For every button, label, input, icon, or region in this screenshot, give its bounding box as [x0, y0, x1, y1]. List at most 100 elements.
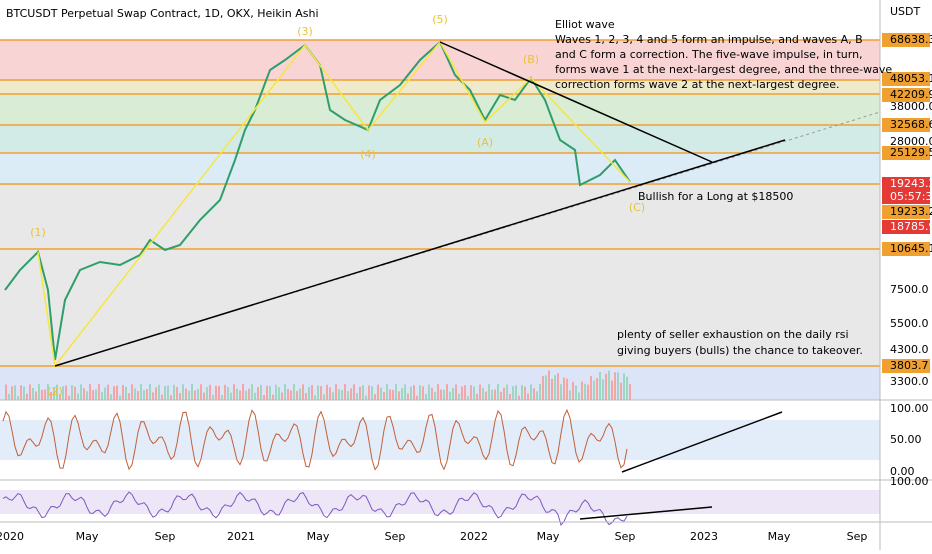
- price-label: 7500.0: [890, 283, 929, 296]
- band: [0, 94, 880, 125]
- volume-bar: [128, 393, 130, 400]
- volume-bar: [257, 387, 259, 400]
- price-label: 05:57:30: [890, 190, 932, 203]
- volume-bar: [161, 394, 163, 400]
- volume-bar: [200, 384, 202, 400]
- volume-bar: [566, 378, 568, 400]
- volume-bar: [29, 384, 31, 400]
- volume-bar: [206, 387, 208, 400]
- osc-label: 0.00: [890, 465, 915, 478]
- price-label: 19233.2: [890, 205, 932, 218]
- volume-bar: [542, 376, 544, 400]
- volume-bar: [539, 384, 541, 400]
- wave-label: (A): [477, 136, 493, 149]
- time-label: May: [537, 530, 560, 543]
- volume-bar: [62, 386, 64, 400]
- volume-bar: [140, 384, 142, 400]
- volume-bar: [164, 385, 166, 400]
- volume-bar: [446, 384, 448, 400]
- volume-bar: [209, 384, 211, 400]
- volume-bar: [263, 395, 265, 400]
- volume-bar: [305, 393, 307, 400]
- volume-bar: [287, 388, 289, 400]
- price-label: 32568.6: [890, 118, 932, 131]
- volume-bar: [470, 385, 472, 400]
- volume-bar: [380, 387, 382, 400]
- volume-bar: [329, 387, 331, 400]
- time-label: 2023: [690, 530, 718, 543]
- volume-bar: [503, 387, 505, 400]
- volume-bar: [587, 384, 589, 400]
- wave-label: (4): [360, 148, 376, 161]
- price-label: 3803.7: [890, 359, 929, 372]
- volume-bar: [314, 395, 316, 400]
- volume-bar: [158, 384, 160, 400]
- volume-bar: [449, 391, 451, 400]
- wave-label: (B): [523, 53, 539, 66]
- volume-bar: [269, 385, 271, 400]
- time-label: May: [307, 530, 330, 543]
- price-tag: [882, 72, 930, 86]
- annotation: forms wave 1 at the next-largest degree,…: [555, 63, 892, 76]
- time-label: May: [768, 530, 791, 543]
- annotation: and C form a correction. The five-wave i…: [555, 48, 863, 61]
- price-label: 48053.1: [890, 72, 932, 85]
- volume-bar: [611, 380, 613, 400]
- osc-trend: [621, 411, 783, 473]
- volume-bar: [545, 375, 547, 400]
- volume-bar: [491, 389, 493, 400]
- volume-bar: [569, 390, 571, 400]
- volume-bar: [224, 384, 226, 400]
- volume-bar: [23, 386, 25, 400]
- volume: [5, 370, 631, 400]
- volume-bar: [509, 394, 511, 400]
- price-label: 5500.0: [890, 317, 929, 330]
- volume-bar: [413, 385, 415, 400]
- volume-bar: [623, 373, 625, 400]
- volume-bar: [614, 372, 616, 400]
- volume-bar: [584, 383, 586, 400]
- time-label: 2022: [460, 530, 488, 543]
- annotation: Elliot wave: [555, 18, 615, 31]
- volume-bar: [119, 395, 121, 400]
- volume-bar: [182, 384, 184, 400]
- volume-bar: [167, 385, 169, 400]
- price-tag: [882, 146, 930, 160]
- volume-bar: [434, 391, 436, 400]
- volume-bar: [95, 389, 97, 400]
- volume-bar: [83, 388, 85, 400]
- volume-bar: [44, 389, 46, 400]
- time-label: Sep: [847, 530, 868, 543]
- volume-bar: [137, 391, 139, 400]
- volume-bar: [437, 384, 439, 400]
- volume-bar: [134, 388, 136, 400]
- wave-label: (1): [30, 226, 46, 239]
- volume-bar: [596, 378, 598, 400]
- volume-bar: [254, 392, 256, 400]
- volume-bar: [170, 395, 172, 400]
- volume-bar: [236, 388, 238, 400]
- volume-bar: [266, 385, 268, 400]
- volume-bar: [8, 393, 10, 400]
- volume-bar: [629, 384, 631, 400]
- time-label: Sep: [155, 530, 176, 543]
- volume-bar: [53, 387, 55, 400]
- volume-bar: [362, 385, 364, 400]
- price-label: 25129.5: [890, 146, 932, 159]
- volume-bar: [440, 389, 442, 400]
- volume-bar: [506, 384, 508, 400]
- volume-bar: [197, 388, 199, 400]
- volume-bar: [278, 387, 280, 400]
- volume-bar: [260, 384, 262, 400]
- volume-bar: [461, 386, 463, 400]
- price-label: 4300.0: [890, 343, 929, 356]
- volume-bar: [419, 385, 421, 400]
- volume-bar: [404, 384, 406, 400]
- volume-bar: [416, 395, 418, 400]
- volume-bar: [431, 387, 433, 400]
- volume-bar: [533, 388, 535, 400]
- volume-bar: [35, 391, 37, 400]
- volume-bar: [146, 389, 148, 400]
- volume-bar: [389, 389, 391, 400]
